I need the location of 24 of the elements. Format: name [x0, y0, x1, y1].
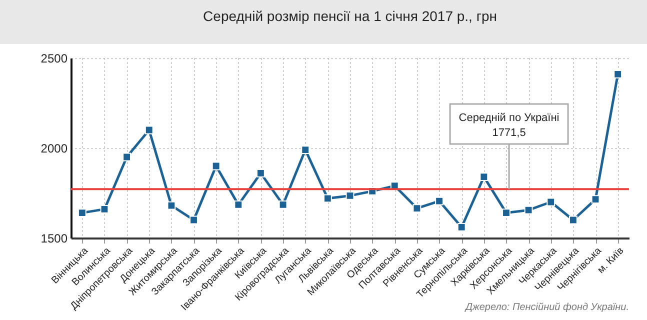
- point: [480, 172, 488, 182]
- point: [568, 216, 578, 224]
- point: [278, 200, 288, 209]
- point: [524, 206, 533, 214]
- point: [122, 152, 132, 162]
- ref-line-label: Середній по Україні 1771,5: [458, 112, 560, 139]
- y-tick-label: 2500: [40, 52, 68, 66]
- y-tick-label: 2000: [40, 142, 68, 156]
- chart-title: Середній розмір пенсії на 1 січня 2017 р., грн: [203, 8, 497, 24]
- point: [301, 146, 310, 154]
- point: [212, 162, 220, 170]
- point: [234, 200, 243, 209]
- point: [190, 216, 198, 224]
- text: Джерело: Пенсійний фонд України.: [464, 302, 629, 313]
- point: [167, 201, 176, 210]
- point: [614, 70, 622, 78]
- point: [546, 198, 556, 206]
- y-tick-label: 1500: [40, 232, 68, 246]
- point: [457, 222, 466, 232]
- point: [144, 126, 154, 134]
- point: [100, 204, 109, 214]
- point: [591, 195, 600, 204]
- point: [435, 196, 444, 206]
- point: [323, 194, 332, 203]
